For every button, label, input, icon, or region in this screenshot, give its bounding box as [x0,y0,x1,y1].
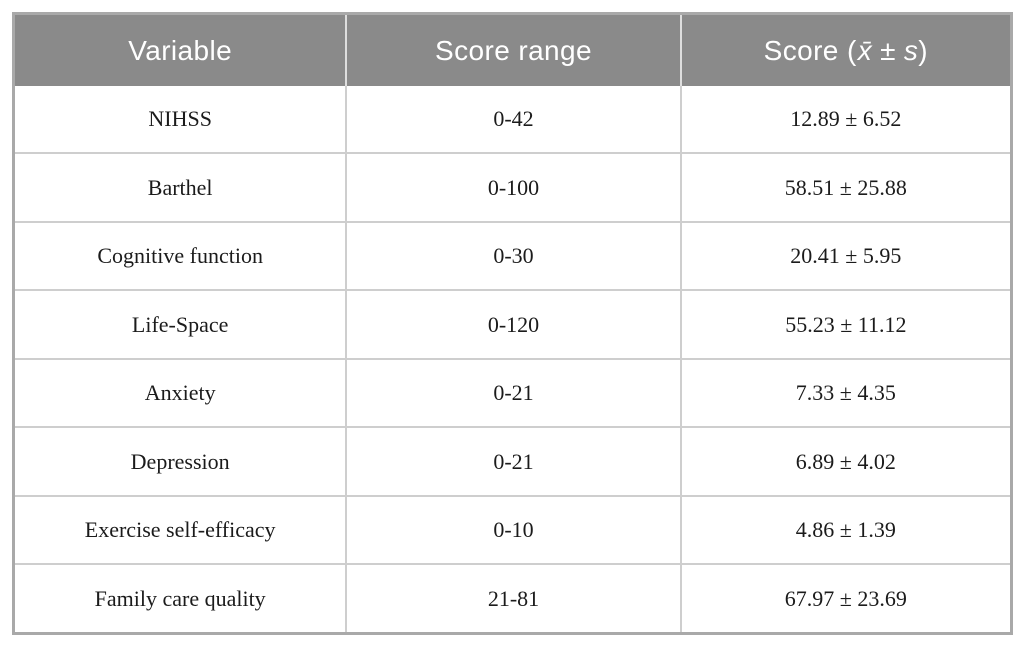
cell-range: 0-21 [345,426,680,495]
scores-table: Variable Score range Score (x̄ ± s) NIHSS … [15,15,1010,632]
cell-score: 6.89 ± 4.02 [679,426,1010,495]
cell-variable: Life-Space [15,289,346,358]
table-row: Family care quality 21-81 67.97 ± 23.69 [15,563,1010,632]
table-row: Life-Space 0-120 55.23 ± 11.12 [15,289,1010,358]
score-label-suffix: ) [918,34,929,66]
cell-variable: Anxiety [15,357,346,427]
cell-range: 0-30 [345,220,680,290]
cell-score: 20.41 ± 5.95 [679,220,1010,290]
cell-variable: Family care quality [15,563,346,632]
cell-score: 7.33 ± 4.35 [679,357,1010,427]
cell-range: 21-81 [345,563,680,632]
cell-range: 0-21 [345,357,680,427]
header-row: Variable Score range Score (x̄ ± s) [15,15,1010,86]
cell-range: 0-100 [345,152,680,221]
cell-variable: Cognitive function [15,220,346,290]
cell-variable: Barthel [15,152,346,221]
cell-variable: Exercise self-efficacy [15,494,346,564]
score-label-s: s [903,34,919,66]
table-row: Cognitive function 0-30 20.41 ± 5.95 [15,220,1010,290]
table-row: Anxiety 0-21 7.33 ± 4.35 [15,357,1010,427]
header-cell-variable: Variable [15,15,346,86]
plus-minus-symbol: ± [880,34,896,66]
cell-range: 0-10 [345,494,680,564]
cell-score: 12.89 ± 6.52 [679,86,1010,153]
score-label-xbar: x̄ [857,34,873,66]
score-label-prefix: Score ( [763,34,857,66]
cell-score: 55.23 ± 11.12 [679,289,1010,358]
cell-variable: NIHSS [15,86,346,153]
summary-table: Variable Score range Score (x̄ ± s) NIHSS … [12,12,1013,635]
header-cell-score: Score (x̄ ± s) [679,15,1010,86]
cell-score: 58.51 ± 25.88 [679,152,1010,221]
table-row: NIHSS 0-42 12.89 ± 6.52 [15,86,1010,153]
table-row: Barthel 0-100 58.51 ± 25.88 [15,152,1010,221]
cell-variable: Depression [15,426,346,495]
header-cell-score-range: Score range [345,15,680,86]
cell-score: 4.86 ± 1.39 [679,494,1010,564]
cell-range: 0-120 [345,289,680,358]
table-row: Depression 0-21 6.89 ± 4.02 [15,426,1010,495]
cell-score: 67.97 ± 23.69 [679,563,1010,632]
cell-range: 0-42 [345,86,680,153]
table-row: Exercise self-efficacy 0-10 4.86 ± 1.39 [15,494,1010,564]
